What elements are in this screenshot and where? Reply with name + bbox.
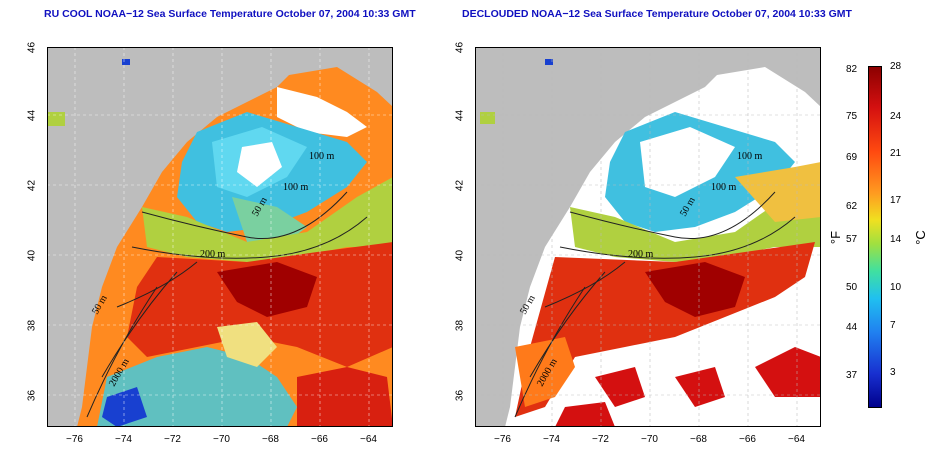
lon-tick: −64	[788, 434, 805, 445]
fahrenheit-tick: 75	[846, 111, 858, 122]
lon-tick: −74	[115, 434, 132, 445]
right-panel-title: DECLOUDED NOAA−12 Sea Surface Temperatur…	[462, 8, 852, 20]
celsius-tick: 21	[890, 148, 902, 159]
lat-tick: 38	[26, 319, 38, 332]
right-sst-map: 100 m 100 m 50 m 200 m 50 m 2000 m	[475, 47, 821, 427]
fahrenheit-tick: 44	[846, 322, 858, 333]
contour-label: 200 m	[628, 249, 654, 260]
lat-tick: 46	[454, 41, 466, 54]
lat-tick: 40	[26, 249, 38, 262]
lat-tick: 36	[454, 389, 466, 402]
lon-tick: −74	[543, 434, 560, 445]
lon-tick: −68	[262, 434, 279, 445]
fahrenheit-tick: 57	[846, 234, 858, 245]
celsius-tick: 7	[890, 320, 896, 331]
contour-label: 100 m	[309, 151, 335, 162]
left-sst-map: 100 m 100 m 50 m 200 m 50 m 2000 m	[47, 47, 393, 427]
lon-tick: −68	[690, 434, 707, 445]
celsius-tick: 14	[890, 234, 902, 245]
lon-tick: −66	[739, 434, 756, 445]
lat-tick: 38	[454, 319, 466, 332]
fahrenheit-unit-label: °F	[828, 230, 844, 245]
lat-tick: 40	[454, 249, 466, 262]
celsius-unit-label: °C	[912, 230, 928, 245]
lon-tick: −76	[66, 434, 83, 445]
contour-label: 100 m	[711, 182, 737, 193]
lat-tick: 42	[26, 179, 38, 192]
lat-tick: 44	[454, 109, 466, 122]
lon-tick: −66	[311, 434, 328, 445]
left-panel-title: RU COOL NOAA−12 Sea Surface Temperature …	[44, 8, 416, 20]
celsius-tick: 28	[890, 61, 902, 72]
contour-label: 100 m	[737, 151, 763, 162]
lon-tick: −76	[494, 434, 511, 445]
fahrenheit-tick: 50	[846, 282, 858, 293]
colorbar	[868, 66, 882, 408]
fahrenheit-tick: 37	[846, 370, 858, 381]
lon-tick: −72	[592, 434, 609, 445]
fahrenheit-tick: 62	[846, 201, 858, 212]
celsius-tick: 24	[890, 111, 902, 122]
celsius-tick: 10	[890, 282, 902, 293]
contour-label: 200 m	[200, 249, 226, 260]
celsius-tick: 17	[890, 195, 902, 206]
contour-label: 100 m	[283, 182, 309, 193]
lon-tick: −70	[213, 434, 230, 445]
fahrenheit-tick: 82	[846, 64, 858, 75]
lon-tick: −72	[164, 434, 181, 445]
celsius-tick: 3	[890, 367, 896, 378]
lon-tick: −64	[360, 434, 377, 445]
lat-tick: 36	[26, 389, 38, 402]
lon-tick: −70	[641, 434, 658, 445]
fahrenheit-tick: 69	[846, 152, 858, 163]
lat-tick: 44	[26, 109, 38, 122]
lat-tick: 46	[26, 41, 38, 54]
lat-tick: 42	[454, 179, 466, 192]
